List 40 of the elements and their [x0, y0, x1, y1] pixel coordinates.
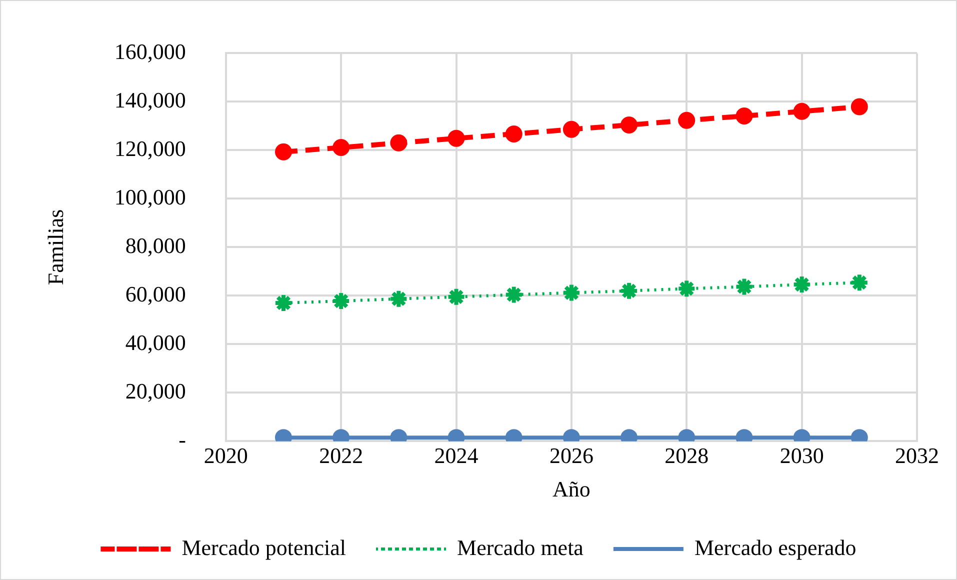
point [562, 120, 580, 138]
x-tick-label: 2026 [549, 443, 594, 468]
y-axis-title: Familias [42, 209, 68, 286]
legend-label: Mercado meta [457, 534, 584, 560]
y-tick-label: 60,000 [125, 281, 186, 306]
point [504, 284, 524, 305]
point [678, 112, 696, 129]
point [332, 139, 350, 156]
point [448, 130, 465, 147]
y-tick-label: 160,000 [114, 38, 186, 64]
point [446, 286, 466, 307]
point [734, 276, 754, 297]
point [274, 143, 292, 160]
point [505, 125, 522, 142]
point [850, 98, 868, 116]
x-tick-label: 2030 [780, 443, 824, 468]
legend-label: Mercado potencial [182, 534, 346, 560]
point [390, 134, 408, 152]
x-axis-title: Año [552, 476, 590, 502]
x-tick-label: 2028 [664, 443, 709, 468]
point [620, 116, 638, 134]
x-tick-label: 2032 [895, 443, 939, 468]
point [793, 102, 810, 120]
point [849, 272, 870, 293]
y-tick-label: 100,000 [114, 184, 186, 210]
point [388, 288, 409, 309]
point [619, 280, 640, 301]
x-tick-label: 2024 [434, 443, 478, 468]
y-tick-label: 140,000 [114, 87, 186, 112]
y-tick-label: 40,000 [125, 330, 186, 355]
y-tick-label: 120,000 [114, 136, 186, 161]
x-tick-label: 2020 [204, 443, 248, 468]
x-tick-label: 2022 [319, 443, 364, 468]
point [736, 108, 753, 125]
y-tick-label: 80,000 [125, 232, 186, 258]
y-tick-label: - [178, 426, 186, 452]
legend-label: Mercado esperado [694, 534, 856, 560]
point [676, 278, 697, 299]
point [561, 282, 582, 303]
y-tick-label: 20,000 [125, 378, 186, 404]
